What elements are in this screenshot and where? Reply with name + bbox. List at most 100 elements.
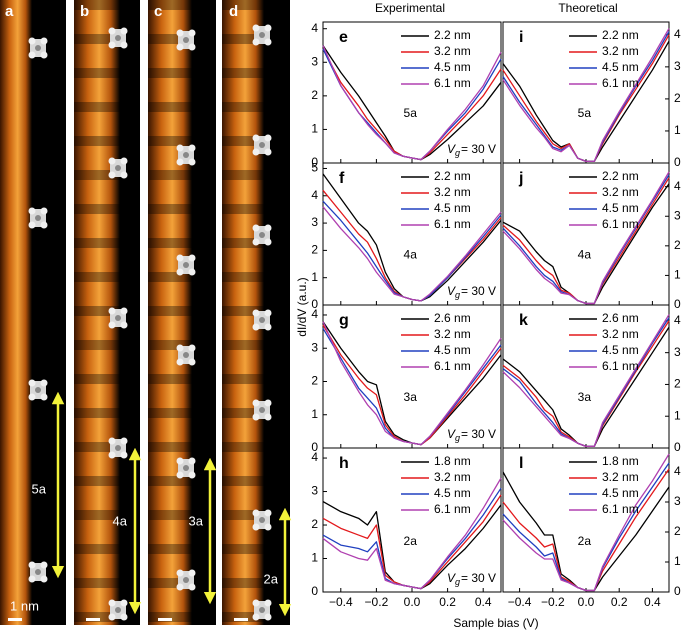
y-tick-label: 3 bbox=[674, 59, 681, 73]
annotation: 3a bbox=[404, 390, 418, 404]
y-axis-label: dI/dV (a.u.) bbox=[295, 277, 309, 336]
gate-label: Vg= 30 V bbox=[447, 427, 496, 443]
plot-frame bbox=[502, 447, 670, 593]
y-tick-label: 2 bbox=[311, 374, 318, 388]
annotation: 5a bbox=[578, 106, 592, 120]
legend-label: 6.1 nm bbox=[602, 217, 639, 231]
data-line bbox=[502, 174, 670, 305]
arrows bbox=[51, 391, 292, 617]
y-tick-label: 4 bbox=[674, 464, 681, 478]
legend-label: 2.6 nm bbox=[434, 311, 471, 325]
legend-label: 2.6 nm bbox=[602, 311, 639, 325]
legend-label: 6.1 nm bbox=[434, 359, 471, 373]
legend-label: 3.2 nm bbox=[602, 185, 639, 199]
gate-text: = 30 V bbox=[461, 142, 496, 156]
x-tick-label: 0.4 bbox=[644, 595, 661, 609]
x-tick-label: −0.2 bbox=[365, 595, 389, 609]
data-line bbox=[322, 45, 502, 161]
data-line bbox=[322, 321, 502, 446]
y-tick-label: 2 bbox=[674, 238, 681, 252]
legend-label: 6.1 nm bbox=[434, 217, 471, 231]
column-title: Experimental bbox=[375, 1, 445, 15]
data-line bbox=[322, 477, 502, 590]
gate-symbol: V bbox=[447, 142, 456, 156]
y-tick-label: 2 bbox=[311, 517, 318, 531]
y-tick-label: 1 bbox=[311, 270, 318, 284]
y-tick-label: 1 bbox=[674, 408, 681, 422]
y-tick-label: 4 bbox=[311, 21, 318, 35]
y-tick-label: 3 bbox=[674, 345, 681, 359]
gate-label: Vg= 30 V bbox=[447, 571, 496, 587]
gate-symbol: V bbox=[447, 427, 456, 441]
gate-label: Vg= 30 V bbox=[447, 284, 496, 300]
scale-label: 1 nm bbox=[10, 598, 39, 613]
gate-text: = 30 V bbox=[461, 571, 496, 585]
data-line bbox=[322, 206, 502, 302]
data-line bbox=[502, 40, 670, 163]
gate-label: Vg= 30 V bbox=[447, 142, 496, 158]
arrow-label: 5a bbox=[32, 481, 47, 496]
y-tick-label: 1 bbox=[311, 122, 318, 136]
y-tick-label: 5 bbox=[311, 161, 318, 175]
y-tick-label: 4 bbox=[311, 188, 318, 202]
arrow-label: 3a bbox=[189, 513, 204, 528]
annotation: 5a bbox=[404, 106, 418, 120]
legend-label: 3.2 nm bbox=[434, 470, 471, 484]
gate-symbol: V bbox=[447, 571, 456, 585]
annotation: 3a bbox=[578, 390, 592, 404]
arrow-label: 2a bbox=[264, 571, 279, 586]
y-tick-label: 4 bbox=[674, 313, 681, 327]
y-tick-label: 4 bbox=[674, 179, 681, 193]
plot-frame bbox=[502, 162, 670, 306]
y-tick-label: 0 bbox=[311, 440, 318, 454]
annotation: 2a bbox=[404, 534, 418, 548]
x-tick-label: 0.0 bbox=[578, 595, 595, 609]
y-tick-label: 2 bbox=[311, 88, 318, 102]
data-line bbox=[502, 31, 670, 163]
legend-label: 3.2 nm bbox=[434, 327, 471, 341]
gate-symbol: V bbox=[447, 284, 456, 298]
scale-bars bbox=[8, 618, 248, 621]
annotation: 2a bbox=[578, 534, 592, 548]
legend-label: 2.2 nm bbox=[602, 169, 639, 183]
legend-label: 2.2 nm bbox=[434, 169, 471, 183]
legend-label: 1.8 nm bbox=[434, 454, 471, 468]
legend-label: 4.5 nm bbox=[602, 343, 639, 357]
y-tick-label: 3 bbox=[674, 208, 681, 222]
legend-label: 2.2 nm bbox=[434, 28, 471, 42]
y-tick-label: 4 bbox=[311, 450, 318, 464]
image-texture bbox=[148, 0, 192, 625]
y-tick-label: 1 bbox=[311, 551, 318, 565]
y-tick-label: 1 bbox=[674, 123, 681, 137]
y-tick-label: 1 bbox=[674, 268, 681, 282]
legend-label: 3.2 nm bbox=[602, 470, 639, 484]
column-title: Theoretical bbox=[558, 1, 617, 15]
y-tick-label: 2 bbox=[674, 91, 681, 105]
legend-label: 6.1 nm bbox=[602, 76, 639, 90]
panel-label: k bbox=[519, 312, 528, 329]
data-line bbox=[502, 34, 670, 163]
gate-text: = 30 V bbox=[461, 427, 496, 441]
x-axis-label: Sample bias (V) bbox=[453, 616, 538, 630]
legend-label: 6.1 nm bbox=[602, 502, 639, 516]
y-tick-label: 0 bbox=[674, 584, 681, 598]
stm-images: a b c d 5a 4a 3a 2a 1 nm bbox=[0, 0, 292, 625]
y-tick-label: 0 bbox=[674, 440, 681, 454]
y-tick-label: 0 bbox=[311, 584, 318, 598]
y-tick-label: 3 bbox=[311, 215, 318, 229]
y-tick-label: 1 bbox=[311, 407, 318, 421]
y-tick-label: 3 bbox=[311, 54, 318, 68]
panel-label: i bbox=[519, 29, 523, 46]
legend-label: 6.1 nm bbox=[602, 359, 639, 373]
x-tick-label: 0.4 bbox=[475, 595, 492, 609]
data-line bbox=[502, 183, 670, 305]
gate-subscript: g bbox=[455, 290, 460, 300]
legend-label: 3.2 nm bbox=[602, 44, 639, 58]
x-tick-label: −0.2 bbox=[541, 595, 565, 609]
data-line bbox=[502, 28, 670, 163]
panel-label: h bbox=[339, 455, 349, 472]
y-tick-label: 4 bbox=[311, 307, 318, 321]
legend-label: 4.5 nm bbox=[434, 486, 471, 500]
legend-label: 4.5 nm bbox=[434, 201, 471, 215]
